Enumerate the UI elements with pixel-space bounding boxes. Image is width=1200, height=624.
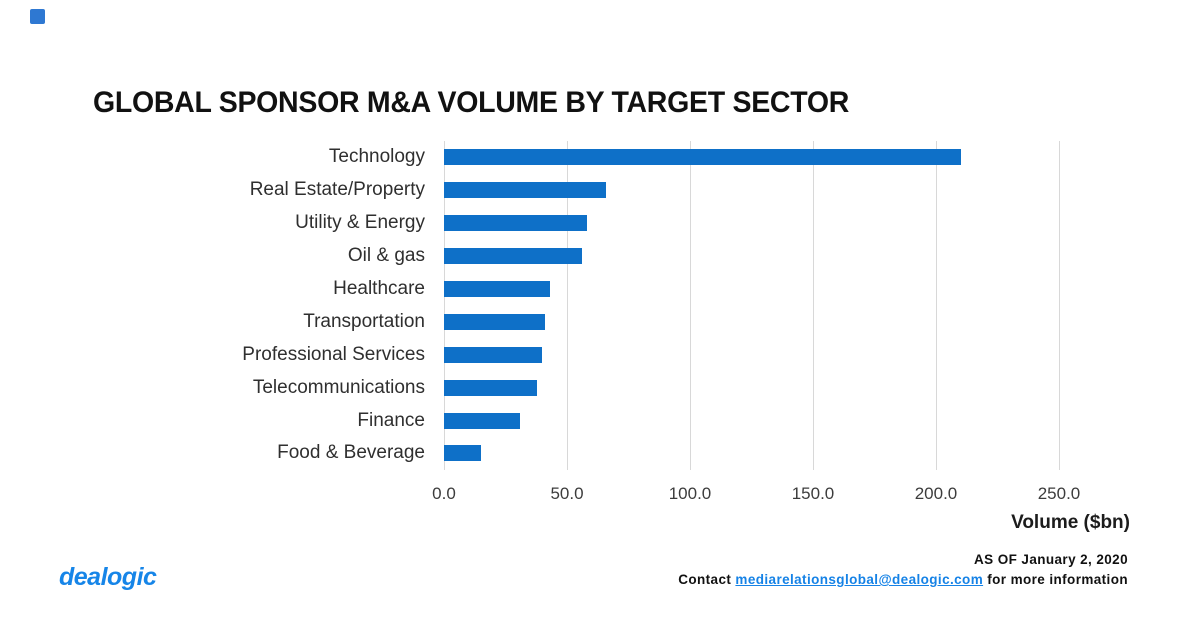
chart-row: Real Estate/Property <box>0 174 1100 207</box>
x-axis-ticks: 0.0 50.0 100.0 150.0 200.0 250.0 <box>0 484 1200 506</box>
contact-prefix: Contact <box>678 572 736 587</box>
chart-row: Finance <box>0 404 1100 437</box>
category-label: Real Estate/Property <box>249 179 425 201</box>
gridline <box>690 141 691 470</box>
bar <box>444 248 582 265</box>
x-tick-label: 50.0 <box>550 484 584 503</box>
contact-line: Contact mediarelationsglobal@dealogic.co… <box>678 570 1128 590</box>
x-tick-label: 150.0 <box>791 484 835 503</box>
chart-row: Food & Beverage <box>0 437 1100 470</box>
gridline <box>813 141 814 470</box>
category-label: Professional Services <box>242 343 425 365</box>
category-label: Telecommunications <box>252 376 425 398</box>
bar <box>444 412 521 429</box>
chart-row: Technology <box>0 141 1100 174</box>
category-label: Food & Beverage <box>277 442 425 464</box>
footer-note: AS OF January 2, 2020 Contact mediarelat… <box>678 550 1128 590</box>
bar <box>444 182 607 199</box>
contact-suffix: for more information <box>983 572 1128 587</box>
gridline <box>1059 141 1060 470</box>
category-label: Finance <box>357 409 425 431</box>
category-label: Transportation <box>303 310 425 332</box>
x-tick-label: 0.0 <box>432 484 456 503</box>
brand-square-icon <box>30 9 45 24</box>
chart-row: Oil & gas <box>0 240 1100 273</box>
as-of-date: AS OF January 2, 2020 <box>974 552 1128 567</box>
chart-rows: Technology Real Estate/Property Utility & … <box>0 141 1100 470</box>
gridline <box>444 141 445 470</box>
chart-row: Telecommunications <box>0 371 1100 404</box>
bar <box>444 346 543 363</box>
dealogic-logo: dealogic <box>59 563 157 591</box>
chart-title: GLOBAL SPONSOR M&A VOLUME BY TARGET SECT… <box>93 86 850 119</box>
category-label: Technology <box>328 146 425 168</box>
bar <box>444 313 545 330</box>
gridline <box>936 141 937 470</box>
x-axis-label: Volume ($bn) <box>1011 512 1130 533</box>
x-tick-label: 250.0 <box>1037 484 1081 503</box>
category-label: Utility & Energy <box>295 212 425 234</box>
category-label: Oil & gas <box>347 245 425 267</box>
plot-area <box>444 141 1100 470</box>
chart-row: Utility & Energy <box>0 207 1100 240</box>
chart-row: Transportation <box>0 305 1100 338</box>
category-label: Healthcare <box>333 278 425 299</box>
chart-row: Healthcare <box>0 273 1100 306</box>
bar <box>444 445 481 462</box>
gridline <box>567 141 568 470</box>
bar <box>444 379 538 396</box>
bar <box>444 281 550 297</box>
bar <box>444 149 961 166</box>
contact-email-link[interactable]: mediarelationsglobal@dealogic.com <box>735 572 984 587</box>
chart-row: Professional Services <box>0 338 1100 371</box>
bar <box>444 215 587 232</box>
x-tick-label: 200.0 <box>914 484 958 503</box>
x-tick-label: 100.0 <box>668 484 712 503</box>
